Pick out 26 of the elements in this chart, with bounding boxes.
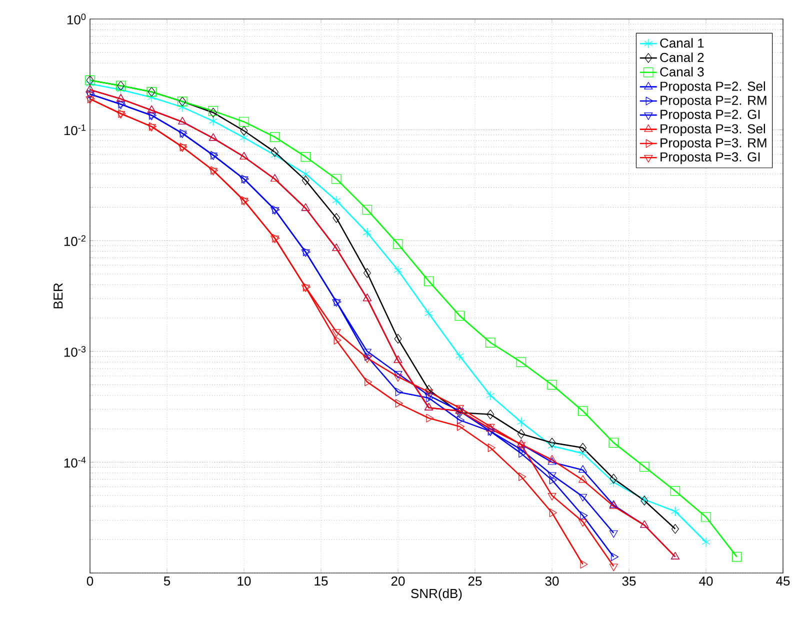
x-tick-label: 25: [468, 576, 482, 586]
x-tick-label: 5: [164, 576, 170, 586]
x-tick-label: 45: [776, 576, 790, 586]
y-tick-label: 10$^{-3}$: [64, 346, 86, 357]
legend-label: Proposta P=2. GI: [660, 110, 760, 122]
x-axis-title: SNR(dB): [411, 588, 462, 601]
legend-label: Proposta P=2. RM: [660, 96, 766, 108]
x-tick-label: 15: [314, 576, 328, 586]
x-tick-label: 20: [391, 576, 405, 586]
x-tick-label: 40: [699, 576, 713, 586]
x-tick-label: 30: [545, 576, 559, 586]
legend-label: Canal 1: [660, 38, 704, 48]
x-tick-label: 35: [622, 576, 636, 586]
x-tick-label: 10: [238, 576, 251, 586]
y-tick-label: 10$^{-4}$: [64, 456, 86, 468]
legend-label: Proposta P=3. GI: [660, 152, 760, 164]
y-tick-label: 10$^{0}$: [67, 14, 86, 24]
legend-label: Canal 2: [660, 52, 704, 62]
legend-label: Proposta P=2. Sel: [660, 81, 766, 94]
y-tick-label: 10$^{-1}$: [64, 124, 86, 136]
x-tick-label: 0: [86, 576, 94, 586]
y-tick-label: 10$^{-2}$: [64, 235, 86, 246]
legend-label: Canal 3: [660, 66, 704, 76]
legend-label: Proposta P=3. Sel: [660, 124, 766, 136]
y-axis-title: BER: [54, 283, 63, 308]
legend-label: Proposta P=3. RM: [660, 138, 766, 150]
